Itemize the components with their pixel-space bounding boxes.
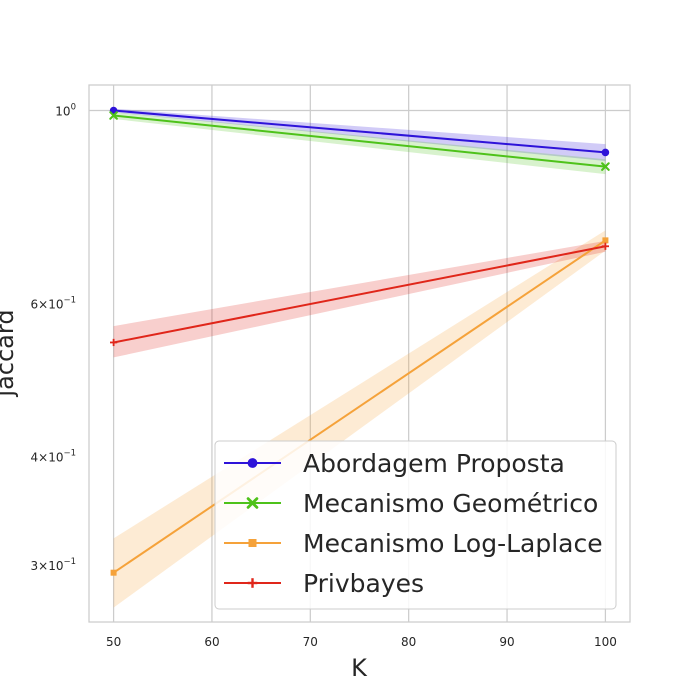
legend-label-mecanismo-log-laplace: Mecanismo Log-Laplace	[303, 529, 603, 558]
y-tick-labels: 100 6×10−1 4×10−1 3×10−1	[31, 103, 77, 574]
plot-frame	[88, 84, 631, 623]
legend-label-privbayes: Privbayes	[303, 569, 424, 598]
x-axis-label: K	[351, 654, 368, 682]
legend-label-mecanismo-geom-trico: Mecanismo Geométrico	[303, 489, 598, 518]
legend-marker-privbayes	[247, 578, 258, 588]
legend-label-abordagem-proposta: Abordagem Proposta	[303, 449, 565, 478]
series-lines	[113, 109, 606, 574]
series-line-privbayes	[113, 245, 606, 344]
legend-marker-mecanismo-log-laplace	[248, 539, 257, 547]
x-tick-label: 100	[594, 635, 617, 649]
x-tick-label: 60	[204, 635, 219, 649]
data-point-privbayes	[601, 242, 610, 250]
data-point-mecanismo-geom-trico	[601, 162, 610, 171]
series-markers	[109, 106, 610, 576]
x-tick-label: 80	[401, 635, 416, 649]
legend-box	[214, 440, 617, 610]
data-point-mecanismo-log-laplace	[602, 237, 609, 244]
y-tick-label: 4×10−1	[31, 448, 77, 464]
x-tick-label: 90	[499, 635, 514, 649]
x-tick-labels: 50 60 70 80 90 100	[106, 635, 617, 649]
x-tick-label: 50	[106, 635, 121, 649]
legend: Abordagem Proposta Mecanismo Geométrico Me…	[214, 440, 617, 610]
y-tick-label: 100	[55, 103, 76, 119]
series-line-mecanismo-geom-trico	[113, 114, 606, 168]
y-axis-label: jaccard	[0, 309, 19, 397]
data-point-abordagem-proposta	[601, 148, 610, 157]
data-point-privbayes	[109, 338, 118, 347]
x-tick-label: 70	[303, 635, 318, 649]
data-point-mecanismo-geom-trico	[109, 111, 118, 120]
series-line-abordagem-proposta	[113, 109, 606, 154]
data-point-abordagem-proposta	[109, 106, 118, 115]
legend-marker-mecanismo-geom-trico	[246, 497, 259, 509]
data-point-mecanismo-log-laplace	[110, 569, 117, 576]
y-tick-label: 6×10−1	[31, 295, 77, 311]
y-tick-label: 3×10−1	[31, 557, 77, 573]
legend-marker-abordagem-proposta	[247, 458, 258, 468]
series-line-mecanismo-log-laplace	[113, 239, 606, 574]
